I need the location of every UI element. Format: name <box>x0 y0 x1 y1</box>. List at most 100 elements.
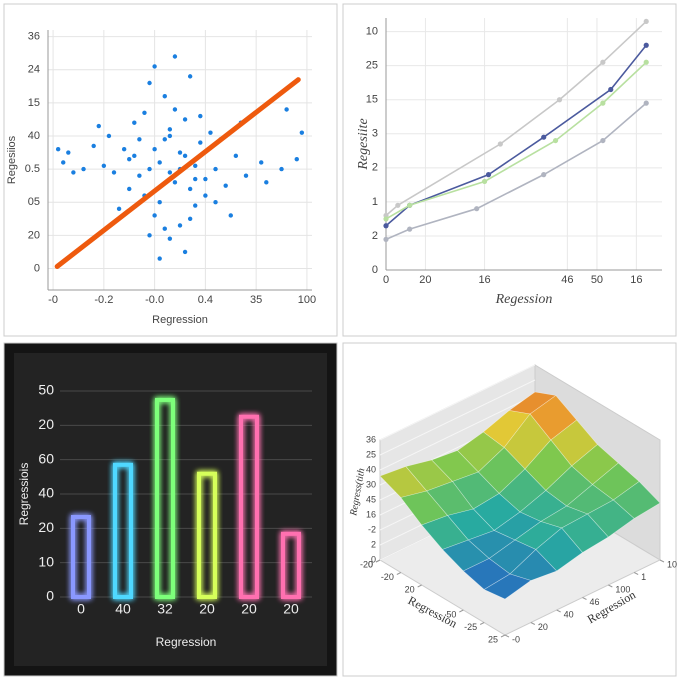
point <box>187 186 193 192</box>
tick-mark <box>608 584 613 588</box>
panel <box>342 3 677 337</box>
z-tick-label: 25 <box>366 449 376 459</box>
point <box>132 153 137 159</box>
x-tick-label: 100 <box>298 294 316 306</box>
x-axis-label: Regession <box>495 292 553 307</box>
marker <box>481 178 488 185</box>
z-tick-label: -2 <box>368 524 376 534</box>
panel <box>3 3 338 337</box>
point <box>187 216 193 221</box>
x-tick-label: -0.0 <box>145 294 164 306</box>
bar <box>281 531 301 599</box>
tick-mark <box>556 609 561 613</box>
x-tick-label: -20 <box>360 559 373 569</box>
z-tick-label: 0 <box>371 554 376 564</box>
y-tick-label: 60 <box>38 450 54 466</box>
bar <box>197 471 217 600</box>
point <box>182 117 188 122</box>
tick-mark <box>459 609 464 613</box>
x-tick-label: -20 <box>381 572 394 582</box>
y-tick-label: 24 <box>28 64 40 76</box>
point <box>233 153 239 159</box>
point <box>147 166 152 172</box>
point <box>172 180 178 185</box>
x-tick-label: 20 <box>283 601 299 617</box>
point <box>223 183 228 188</box>
point <box>203 176 208 182</box>
z-tick-label: 16 <box>366 509 376 519</box>
point <box>61 160 66 165</box>
point <box>142 110 147 116</box>
tick-mark <box>659 559 665 563</box>
tick-mark <box>582 597 587 600</box>
marker <box>608 86 614 93</box>
x-tick-label: 40 <box>115 601 131 617</box>
point <box>228 213 233 218</box>
y-tick-label: 40 <box>564 609 574 619</box>
marker <box>600 100 606 106</box>
point <box>71 170 76 175</box>
x-tick-label: 0 <box>383 274 389 286</box>
point <box>137 173 142 178</box>
panel-inner <box>14 353 327 666</box>
surface-cell <box>483 573 532 600</box>
point <box>101 163 107 168</box>
point <box>55 147 61 152</box>
regression-line <box>54 77 301 269</box>
line <box>385 102 647 241</box>
point <box>152 64 157 69</box>
tick-mark <box>504 634 510 638</box>
point <box>198 140 203 145</box>
x-tick-label: 46 <box>561 274 573 286</box>
point <box>111 170 117 175</box>
marker <box>497 141 503 147</box>
z-tick-label: 40 <box>366 464 376 474</box>
point <box>167 133 173 139</box>
point <box>177 150 183 155</box>
bar <box>71 515 91 600</box>
x-tick-label: 16 <box>478 274 490 286</box>
point <box>162 137 167 142</box>
y-axis-label: Regesiite <box>356 118 371 170</box>
x-tick-label: 32 <box>157 601 173 617</box>
y-tick-label: 50 <box>38 382 54 398</box>
point <box>127 156 132 162</box>
point <box>213 166 218 172</box>
line <box>385 61 647 220</box>
marker <box>600 59 606 65</box>
y-tick-label: 3 <box>372 128 378 140</box>
point <box>182 249 188 255</box>
y-tick-label: 0 <box>46 588 54 604</box>
point <box>121 147 127 152</box>
point <box>203 193 208 198</box>
z-tick-label: 2 <box>371 539 376 549</box>
point <box>193 176 198 182</box>
x-tick-label: 25 <box>488 634 498 644</box>
point <box>264 180 269 185</box>
y-tick-label: 2 <box>372 162 378 174</box>
y-tick-label: 05 <box>28 196 40 208</box>
y-tick-label: 1 <box>372 196 378 208</box>
z-tick-label: 45 <box>366 494 376 504</box>
point <box>193 203 198 208</box>
grid-line <box>379 364 536 441</box>
point <box>177 223 183 228</box>
marker <box>474 206 480 212</box>
line <box>385 20 647 217</box>
z-tick-label: 30 <box>366 479 376 489</box>
z-tick-label: 36 <box>366 434 376 444</box>
point <box>132 120 137 125</box>
point <box>243 173 249 178</box>
point <box>213 200 218 205</box>
y-tick-label: 2 <box>372 230 378 242</box>
y-tick-label: 20 <box>28 229 40 241</box>
point <box>193 163 198 168</box>
point <box>157 200 162 205</box>
marker <box>541 172 547 178</box>
x-tick-label: -0 <box>48 294 58 306</box>
point <box>172 107 178 112</box>
x-axis-label: Regression <box>152 314 208 326</box>
tick-mark <box>479 622 485 625</box>
x-tick-label: 0.4 <box>198 294 213 306</box>
